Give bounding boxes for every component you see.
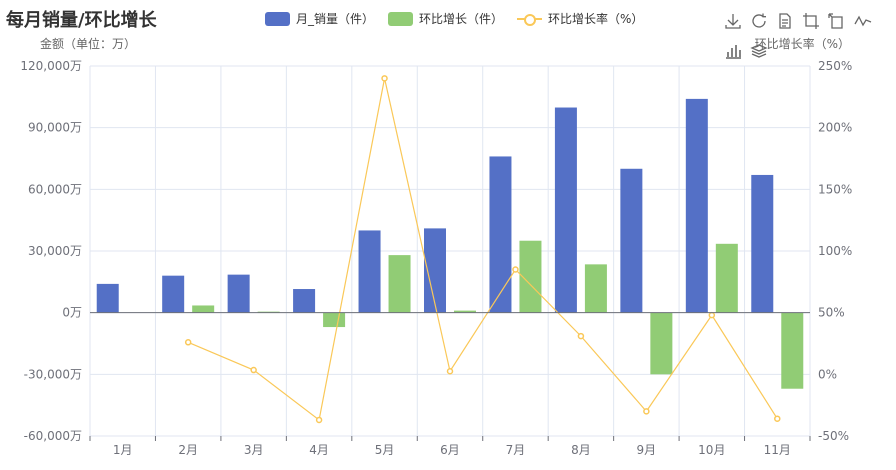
toolbox [724, 12, 872, 30]
x-tick-label: 7月 [506, 443, 526, 457]
bar-growth [388, 255, 411, 313]
bar-growth [192, 305, 215, 313]
growth-rate-point [315, 416, 323, 424]
bar-sales [293, 289, 316, 313]
y-right-tick-label: 250% [818, 59, 852, 73]
zoom-icon[interactable] [802, 12, 820, 30]
bar-growth [454, 310, 476, 313]
bar-sales [489, 156, 512, 313]
growth-rate-point [774, 415, 781, 422]
legend-item-sales[interactable]: 月_销量（件） [265, 10, 374, 27]
x-tick-label: 2月 [178, 443, 198, 457]
y-right-tick-label: 150% [818, 182, 852, 196]
legend-item-growth[interactable]: 环比增长（件） [388, 10, 503, 27]
line-chart-icon[interactable] [854, 12, 872, 30]
y-right-tick-label: 100% [818, 244, 852, 258]
y-right-tick-label: 50% [818, 306, 845, 320]
legend-swatch-growth-rate [517, 12, 543, 26]
y-right-tick-label: 200% [818, 121, 852, 135]
x-tick-label: 4月 [309, 443, 329, 457]
data-view-icon[interactable] [776, 12, 794, 30]
legend: 月_销量（件） 环比增长（件） 环比增长率（%） [265, 10, 643, 27]
bar-growth [584, 264, 607, 313]
legend-label-growth: 环比增长（件） [419, 12, 504, 26]
y-right-axis-label: 环比增长率（%） [755, 36, 850, 51]
x-tick-label: 6月 [440, 443, 460, 457]
y-left-tick-label: 60,000万 [28, 182, 82, 196]
growth-rate-point [643, 408, 650, 415]
zoom-reset-icon[interactable] [828, 12, 846, 30]
legend-label-growth-rate: 环比增长率（%） [548, 12, 644, 26]
y-left-tick-label: 0万 [62, 306, 82, 320]
x-tick-label: 8月 [571, 443, 591, 457]
x-tick-label: 10月 [698, 443, 725, 457]
bar-growth [650, 312, 673, 375]
bar-sales [685, 98, 708, 313]
bar-sales [162, 275, 185, 313]
legend-item-growth-rate[interactable]: 环比增长率（%） [517, 10, 643, 27]
bar-sales [96, 283, 119, 313]
bar-sales [751, 174, 774, 313]
bar-growth [781, 312, 804, 389]
download-icon[interactable] [724, 12, 742, 30]
bar-growth [323, 312, 346, 328]
bar-sales [554, 107, 577, 313]
y-left-tick-label: -60,000万 [24, 429, 82, 443]
y-right-tick-label: 0% [818, 367, 837, 381]
y-right-tick-label: -50% [818, 429, 849, 443]
y-left-axis-label: 金额（单位：万） [40, 36, 136, 51]
growth-rate-line [187, 78, 778, 422]
legend-swatch-growth [388, 11, 414, 26]
growth-rate-point [446, 368, 454, 375]
stack-icon[interactable] [750, 42, 768, 60]
x-tick-label: 3月 [244, 443, 264, 457]
x-tick-label: 1月 [113, 443, 133, 457]
bar-sales [227, 274, 250, 313]
growth-rate-point [184, 339, 192, 346]
x-tick-label: 11月 [764, 443, 791, 457]
y-left-tick-label: -30,000万 [24, 367, 82, 381]
bar-sales [424, 228, 446, 313]
bar-sales [620, 168, 643, 313]
x-tick-label: 9月 [637, 443, 657, 457]
legend-label-sales: 月_销量（件） [296, 12, 375, 26]
legend-swatch-sales [265, 11, 290, 26]
chart-title: 每月销量/环比增长 [6, 10, 157, 31]
growth-rate-point [250, 366, 257, 374]
y-left-tick-label: 90,000万 [28, 121, 82, 135]
toolbox-row-2 [724, 42, 768, 60]
bar-chart-icon[interactable] [724, 42, 742, 60]
x-tick-label: 5月 [375, 443, 395, 457]
bar-growth [519, 240, 542, 313]
refresh-icon[interactable] [750, 12, 768, 30]
growth-rate-point [512, 266, 519, 273]
bar-sales [358, 230, 381, 313]
growth-rate-point [381, 75, 388, 82]
bar-growth [257, 311, 280, 313]
y-left-tick-label: 30,000万 [28, 244, 82, 258]
growth-rate-point [577, 332, 585, 340]
y-left-tick-label: 120,000万 [20, 59, 82, 73]
bar-growth [715, 243, 738, 313]
growth-rate-point [708, 311, 716, 319]
